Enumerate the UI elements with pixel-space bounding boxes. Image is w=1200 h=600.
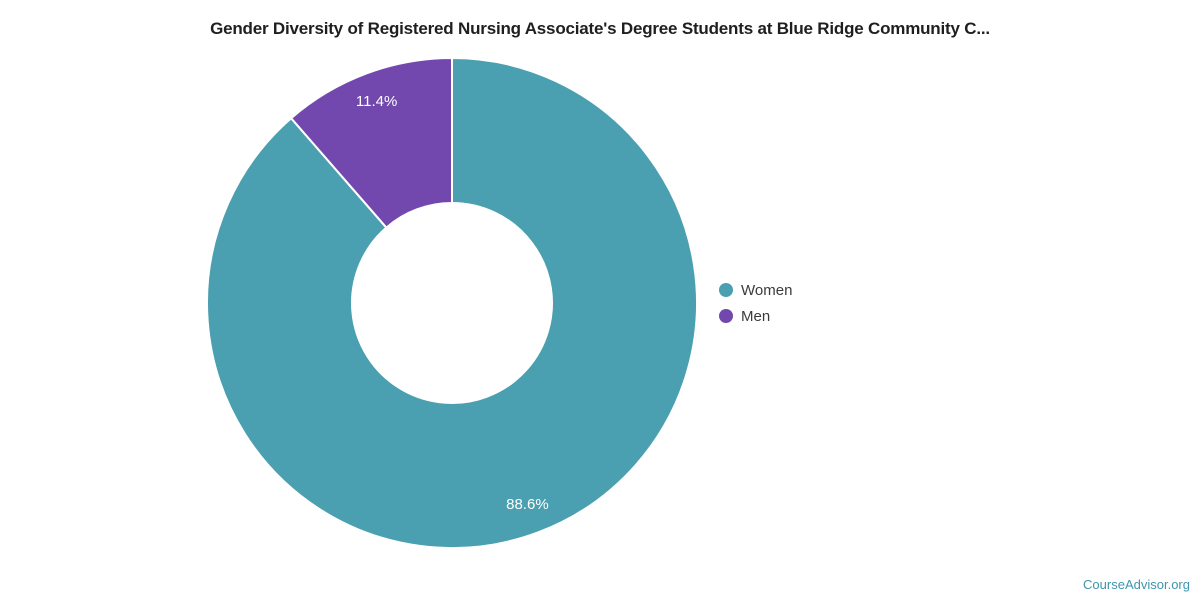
slice-label-men: 11.4% xyxy=(356,93,397,110)
brand-link[interactable]: CourseAdvisor.org xyxy=(1083,577,1190,592)
chart-title: Gender Diversity of Registered Nursing A… xyxy=(210,19,990,38)
legend-item-women[interactable]: Women xyxy=(719,277,792,303)
slice-women[interactable] xyxy=(206,57,698,549)
legend: Women Men xyxy=(719,277,792,329)
legend-swatch-men-icon xyxy=(719,309,733,323)
legend-swatch-women-icon xyxy=(719,283,733,297)
slice-men[interactable] xyxy=(290,57,453,229)
legend-item-men[interactable]: Men xyxy=(719,303,792,329)
legend-label-women: Women xyxy=(741,281,793,299)
slice-label-women: 88.6% xyxy=(506,496,549,513)
legend-label-men: Men xyxy=(741,307,771,325)
